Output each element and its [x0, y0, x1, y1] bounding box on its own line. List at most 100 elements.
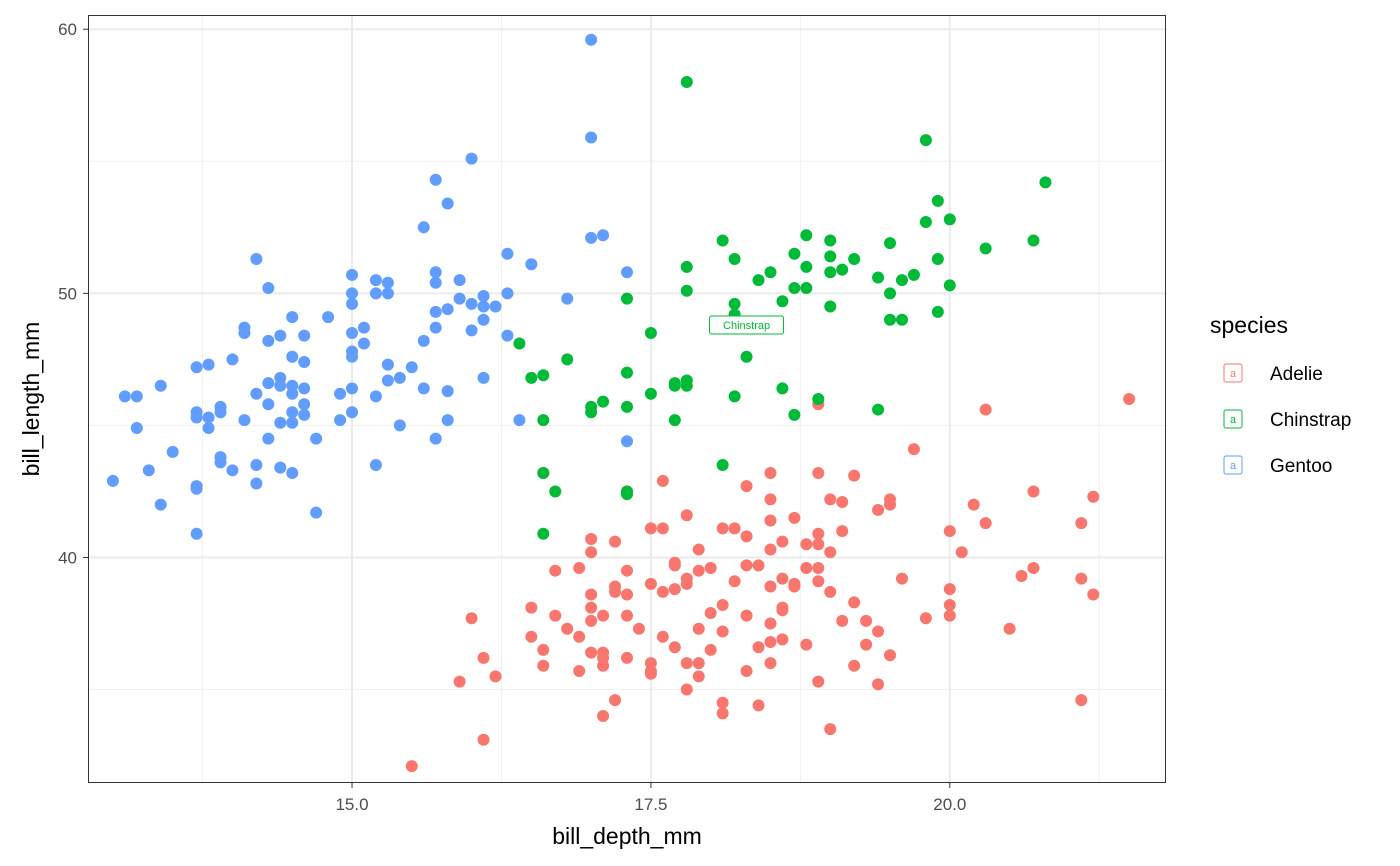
point-chinstrap	[668, 414, 681, 427]
point-chinstrap	[943, 213, 956, 226]
point-gentoo	[561, 292, 574, 305]
point-adelie	[573, 665, 586, 678]
legend: species a Adelie a Chinstrap a Gentoo	[1210, 312, 1351, 477]
point-gentoo	[190, 527, 203, 540]
point-adelie	[764, 514, 777, 527]
point-adelie	[824, 585, 837, 598]
point-adelie	[692, 670, 705, 683]
point-adelie	[943, 583, 956, 596]
point-gentoo	[501, 247, 514, 260]
point-gentoo	[417, 221, 430, 234]
point-gentoo	[441, 414, 454, 427]
point-gentoo	[262, 334, 275, 347]
point-gentoo	[286, 466, 299, 479]
point-gentoo	[298, 329, 311, 342]
point-gentoo	[286, 311, 299, 324]
point-adelie	[848, 469, 861, 482]
point-adelie	[704, 606, 717, 619]
point-chinstrap	[943, 279, 956, 292]
point-gentoo	[369, 390, 382, 403]
point-gentoo	[585, 231, 598, 244]
point-adelie	[692, 657, 705, 670]
point-chinstrap	[919, 216, 932, 229]
point-chinstrap	[800, 282, 813, 295]
point-adelie	[680, 577, 693, 590]
point-adelie	[967, 498, 980, 511]
point-gentoo	[214, 406, 227, 419]
point-adelie	[597, 651, 610, 664]
point-gentoo	[346, 406, 359, 419]
point-gentoo	[346, 326, 359, 339]
point-gentoo	[310, 506, 323, 519]
point-gentoo	[429, 321, 442, 334]
point-gentoo	[429, 305, 442, 318]
x-tick-label: 20.0	[933, 795, 966, 814]
point-adelie	[621, 564, 633, 577]
legend-key	[1223, 409, 1243, 429]
point-chinstrap	[836, 263, 849, 276]
point-adelie	[644, 577, 657, 590]
point-gentoo	[525, 258, 538, 271]
point-adelie	[752, 699, 765, 712]
point-gentoo	[357, 321, 370, 334]
point-gentoo	[286, 379, 299, 392]
point-adelie	[836, 525, 849, 538]
point-adelie	[692, 543, 705, 556]
x-tick-label: 15.0	[335, 795, 368, 814]
point-adelie	[716, 696, 729, 709]
point-chinstrap	[1027, 234, 1040, 247]
point-adelie	[728, 522, 741, 535]
point-gentoo	[429, 432, 442, 445]
point-chinstrap	[537, 369, 550, 382]
point-adelie	[812, 538, 825, 551]
legend-label: Chinstrap	[1270, 410, 1351, 431]
point-adelie	[668, 583, 681, 596]
point-gentoo	[250, 477, 263, 490]
point-gentoo	[465, 324, 478, 337]
point-chinstrap	[513, 337, 526, 350]
point-adelie	[537, 643, 550, 656]
point-chinstrap	[776, 295, 789, 308]
point-adelie	[764, 636, 777, 649]
point-adelie	[621, 588, 633, 601]
point-gentoo	[154, 379, 167, 392]
point-adelie	[656, 474, 669, 487]
point-adelie	[752, 641, 765, 654]
point-gentoo	[214, 451, 227, 464]
point-chinstrap	[680, 260, 693, 273]
point-adelie	[812, 466, 825, 479]
point-gentoo	[441, 303, 454, 316]
point-adelie	[752, 559, 765, 572]
point-gentoo	[369, 274, 382, 287]
point-gentoo	[501, 287, 514, 300]
y-tick-label: 40	[58, 548, 77, 567]
point-chinstrap	[621, 292, 633, 305]
point-gentoo	[190, 411, 203, 424]
point-gentoo	[250, 387, 263, 400]
point-gentoo	[166, 445, 179, 458]
point-gentoo	[585, 33, 598, 46]
point-chinstrap	[585, 406, 598, 419]
point-chinstrap	[895, 313, 908, 326]
legend-key	[1223, 363, 1243, 383]
point-chinstrap	[728, 297, 741, 310]
point-adelie	[621, 609, 633, 622]
point-adelie	[848, 596, 861, 609]
point-gentoo	[429, 276, 442, 289]
point-chinstrap	[776, 382, 789, 395]
point-chinstrap	[537, 527, 550, 540]
legend-label: Adelie	[1270, 364, 1323, 385]
point-chinstrap	[824, 300, 837, 313]
point-adelie	[836, 614, 849, 627]
point-adelie	[776, 633, 789, 646]
point-gentoo	[274, 416, 287, 429]
point-adelie	[728, 575, 741, 588]
point-gentoo	[262, 377, 275, 390]
point-gentoo	[417, 382, 430, 395]
point-gentoo	[226, 353, 239, 366]
point-gentoo	[441, 197, 454, 210]
point-adelie	[477, 651, 490, 664]
point-gentoo	[346, 268, 359, 281]
point-gentoo	[465, 297, 478, 310]
